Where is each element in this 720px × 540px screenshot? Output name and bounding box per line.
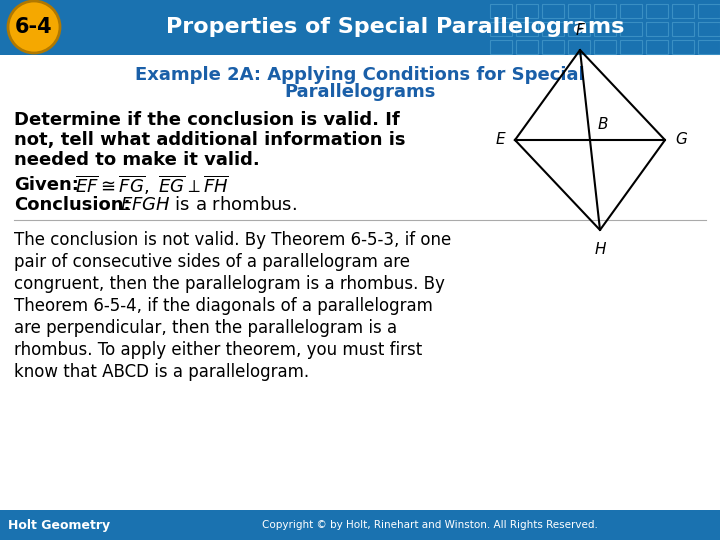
Text: Determine if the conclusion is valid. If: Determine if the conclusion is valid. If [14,111,400,129]
Text: Conclusion:: Conclusion: [14,196,130,214]
Text: $\mathit{EFGH}$ is a rhombus.: $\mathit{EFGH}$ is a rhombus. [120,196,297,214]
Text: know that ABCD is a parallelogram.: know that ABCD is a parallelogram. [14,363,309,381]
Text: rhombus. To apply either theorem, you must first: rhombus. To apply either theorem, you mu… [14,341,422,359]
Text: not, tell what additional information is: not, tell what additional information is [14,131,405,149]
Text: Properties of Special Parallelograms: Properties of Special Parallelograms [166,17,624,37]
Text: Given:: Given: [14,176,79,194]
Text: congruent, then the parallelogram is a rhombus. By: congruent, then the parallelogram is a r… [14,275,445,293]
Text: G: G [675,132,687,147]
Text: Theorem 6-5-4, if the diagonals of a parallelogram: Theorem 6-5-4, if the diagonals of a par… [14,297,433,315]
Text: Copyright © by Holt, Rinehart and Winston. All Rights Reserved.: Copyright © by Holt, Rinehart and Winsto… [262,520,598,530]
Text: needed to make it valid.: needed to make it valid. [14,151,260,169]
Text: E: E [495,132,505,147]
Text: Example 2A: Applying Conditions for Special: Example 2A: Applying Conditions for Spec… [135,66,585,84]
Text: Parallelograms: Parallelograms [284,83,436,101]
Text: F: F [575,23,585,38]
Text: 6-4: 6-4 [15,17,53,37]
FancyBboxPatch shape [0,0,720,55]
Text: are perpendicular, then the parallelogram is a: are perpendicular, then the parallelogra… [14,319,397,337]
FancyBboxPatch shape [0,510,720,540]
Text: The conclusion is not valid. By Theorem 6-5-3, if one: The conclusion is not valid. By Theorem … [14,231,451,249]
FancyBboxPatch shape [0,55,720,510]
Text: Holt Geometry: Holt Geometry [8,518,110,531]
Text: B: B [598,117,608,132]
Text: pair of consecutive sides of a parallelogram are: pair of consecutive sides of a parallelo… [14,253,410,271]
Text: $\overline{\mathit{EF}} \cong \overline{\mathit{FG}},\ \overline{\mathit{EG}} \p: $\overline{\mathit{EF}} \cong \overline{… [75,173,229,197]
Circle shape [8,1,60,53]
Text: H: H [594,242,606,257]
